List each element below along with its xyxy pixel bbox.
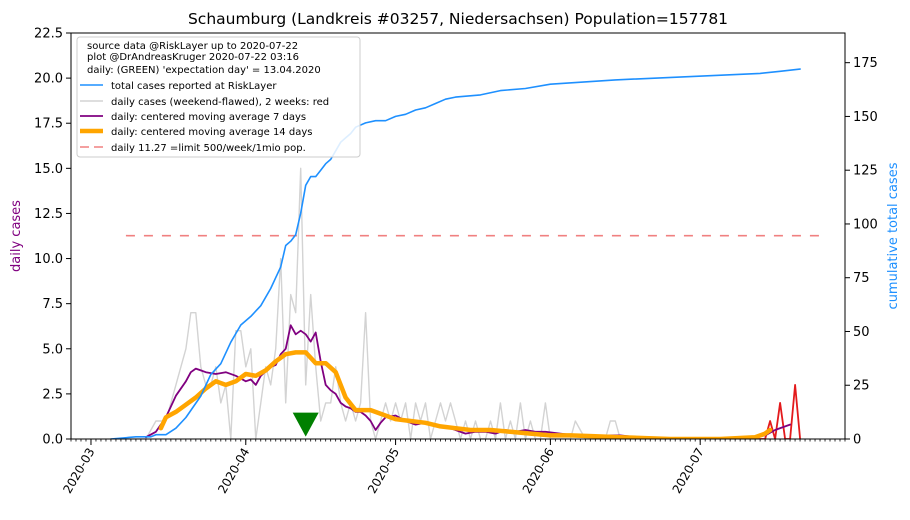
y-left-tick-label: 10.0	[34, 252, 63, 267]
y-axis-right-label: cumulative total cases	[886, 162, 901, 309]
y-left-tick-label: 22.5	[34, 27, 63, 42]
y-left-tick-label: 20.0	[34, 72, 63, 87]
y-right-tick-label: 50	[853, 325, 870, 340]
plot-frame	[70, 32, 846, 440]
y-right-tick-label: 100	[853, 217, 878, 232]
y-left-tick-label: 0.0	[42, 433, 63, 448]
legend-entry-ma14: daily: centered moving average 14 days	[111, 127, 312, 138]
y-axis-left: 0.0 2.5 5.0 7.5 10.0 12.5 15.0 17.5 20.0 22.5	[34, 27, 71, 448]
legend: source data @RiskLayer up to 2020-07-22 …	[76, 36, 361, 158]
y-left-tick-label: 5.0	[42, 342, 63, 357]
y-right-tick-label: 175	[853, 56, 878, 71]
series-total-cases	[110, 68, 801, 439]
legend-info-line: plot @DrAndreasKruger 2020-07-22 03:16	[87, 52, 299, 63]
y-axis-right: 0 25 50 75 100 125 150 175	[845, 56, 878, 448]
y-left-tick-label: 2.5	[42, 387, 63, 402]
y-right-tick-label: 0	[853, 433, 861, 448]
y-left-tick-label: 15.0	[34, 162, 63, 177]
y-left-tick-label: 17.5	[34, 117, 63, 132]
y-right-tick-label: 150	[853, 110, 878, 125]
legend-info-line: daily: (GREEN) 'expectation day' = 13.04…	[87, 65, 321, 76]
chart-title: Schaumburg (Landkreis #03257, Niedersach…	[188, 10, 728, 28]
legend-info-line: source data @RiskLayer up to 2020-07-22	[87, 41, 298, 52]
series-daily-cases	[110, 167, 736, 439]
legend-entry-total: total cases reported at RiskLayer	[111, 81, 277, 92]
legend-entry-ma7: daily: centered moving average 7 days	[111, 112, 306, 123]
y-axis-left-label: daily cases	[9, 200, 24, 272]
y-right-tick-label: 125	[853, 164, 878, 179]
legend-box	[76, 36, 361, 158]
y-right-tick-label: 25	[853, 379, 870, 394]
legend-entry-daily: daily cases (weekend-flawed), 2 weeks: r…	[111, 97, 329, 108]
legend-entry-limit: daily 11.27 =limit 500/week/1mio pop.	[111, 143, 306, 154]
expectation-day-marker	[292, 412, 319, 437]
y-left-tick-label: 7.5	[42, 297, 63, 312]
y-right-tick-label: 75	[853, 271, 870, 286]
series-ma14	[158, 350, 773, 439]
y-left-tick-label: 12.5	[34, 207, 63, 222]
